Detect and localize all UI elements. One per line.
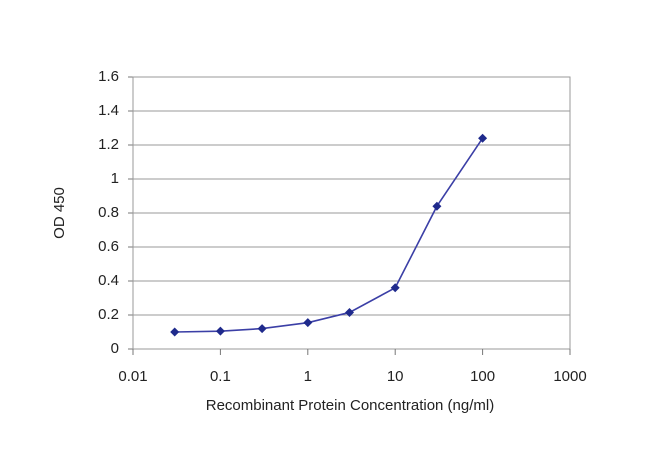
y-tick-label: 1.4: [98, 102, 119, 119]
series-line: [174, 137, 484, 333]
x-tick-label: 100: [470, 368, 495, 385]
x-tick-label: 1000: [553, 368, 586, 385]
y-tick-label: 0.8: [98, 204, 119, 221]
data-point: [170, 327, 180, 337]
x-tick-label: 0.1: [210, 368, 231, 385]
y-tick-label: 0.6: [98, 238, 119, 255]
x-axis-label: Recombinant Protein Concentration (ng/ml…: [206, 397, 494, 414]
x-tick-label: 1: [304, 368, 312, 385]
data-point: [215, 326, 225, 336]
y-tick-label: 0: [111, 340, 119, 357]
y-tick-label: 1.2: [98, 136, 119, 153]
data-point: [432, 201, 442, 211]
y-tick-label: 0.4: [98, 272, 119, 289]
x-tick-label: 0.01: [118, 368, 147, 385]
data-point: [390, 283, 400, 293]
y-tick-label: 0.2: [98, 306, 119, 323]
data-point: [478, 133, 488, 143]
x-tick-label: 10: [387, 368, 404, 385]
plot-border: [132, 76, 571, 350]
y-tick-label: 1.6: [98, 68, 119, 85]
y-axis-label: OD 450: [51, 187, 68, 239]
y-tick-label: 1: [111, 170, 119, 187]
data-point: [303, 318, 313, 328]
data-point: [345, 307, 355, 317]
data-point: [257, 324, 267, 334]
